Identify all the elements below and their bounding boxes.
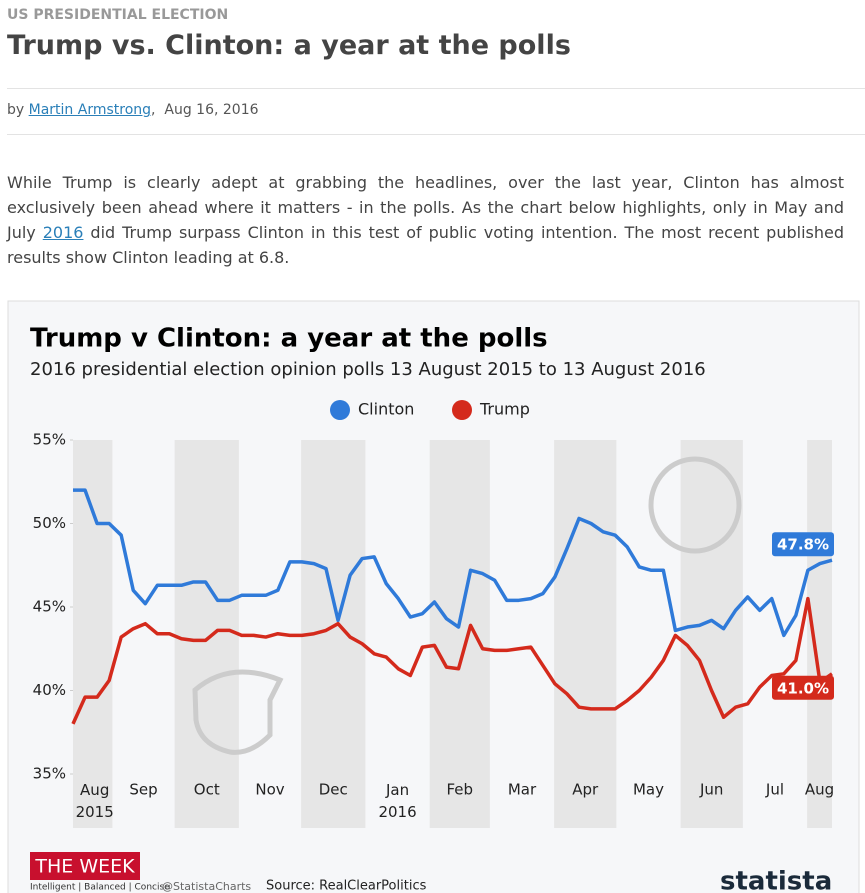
legend-label: Trump [479, 400, 530, 419]
divider [7, 134, 865, 135]
publisher: THE WEEK [34, 856, 135, 878]
month-band [429, 440, 490, 828]
value-label: 47.8% [777, 536, 829, 554]
x-tick-label: Aug 2015 [76, 781, 114, 821]
series-line [73, 488, 833, 638]
x-tick-label: Oct [194, 781, 220, 799]
value-label-bg [772, 532, 834, 557]
icons [192, 456, 742, 755]
y-tick-label: 45% [33, 598, 66, 616]
month-band [680, 440, 743, 828]
chart-title: Trump v Clinton: a year at the polls [30, 324, 548, 354]
y-tick-label: 40% [33, 681, 66, 699]
x-tick-label: Jan 2016 [378, 781, 416, 821]
by: by [7, 102, 25, 118]
body-text: did Trump surpass Clinton in this test o… [7, 223, 844, 267]
x-tick-label: Aug [805, 781, 834, 799]
series-line [71, 596, 833, 725]
x-tick-label-line: Aug [80, 781, 109, 799]
month-band [174, 440, 239, 828]
x-tick-label: Dec [319, 781, 348, 799]
x-tick-label: Jun [699, 781, 723, 799]
x-tick-label: Jul [765, 781, 784, 799]
value-label: 41.0% [777, 679, 829, 697]
divider [7, 88, 865, 89]
x-tick-label: Apr [572, 781, 599, 799]
x-tick-label: May [633, 781, 664, 799]
y-tick-label: 50% [33, 514, 66, 532]
x-tick-label: Mar [508, 781, 537, 799]
source: Source: RealClearPolitics [266, 879, 427, 893]
month-band [807, 440, 832, 828]
month-band [554, 440, 617, 828]
x-tick-label: Nov [255, 781, 284, 799]
x-tick-label-line: 2016 [378, 803, 416, 821]
kicker: US PRESIDENTIAL ELECTION [7, 7, 229, 23]
month-band [73, 440, 113, 828]
value-label-bg [772, 675, 834, 700]
body-text: While Trump is clearly adept at grabbing… [7, 173, 844, 242]
publisher-tagline: Intelligent | Balanced | Concise [30, 883, 170, 893]
chart-subtitle: 2016 presidential election opinion polls… [30, 359, 706, 380]
body-link[interactable]: 2016 [42, 223, 84, 242]
x-tick-label: Feb [446, 781, 473, 799]
byline: by Martin Armstrong, Aug 16, 2016 [7, 102, 259, 118]
handle: @StatistaCharts [162, 880, 251, 893]
legend-swatch [330, 400, 350, 420]
legend-swatch [452, 400, 472, 420]
x-tick-label: Sep [129, 781, 157, 799]
y-tick-label: 35% [33, 765, 66, 783]
x-tick-label-line: 2015 [76, 803, 114, 821]
author-link[interactable]: Martin Armstrong [28, 102, 152, 118]
legend-label: Clinton [358, 400, 414, 419]
date: Aug 16, 2016 [164, 102, 259, 118]
article-title: Trump vs. Clinton: a year at the polls [7, 30, 571, 61]
publisher-logo [30, 852, 140, 880]
article-body: While Trump is clearly adept at grabbing… [7, 170, 844, 270]
x-tick-label-line: Jan [385, 781, 409, 799]
brand: statista [720, 867, 832, 893]
y-tick-label: 55% [33, 431, 66, 449]
